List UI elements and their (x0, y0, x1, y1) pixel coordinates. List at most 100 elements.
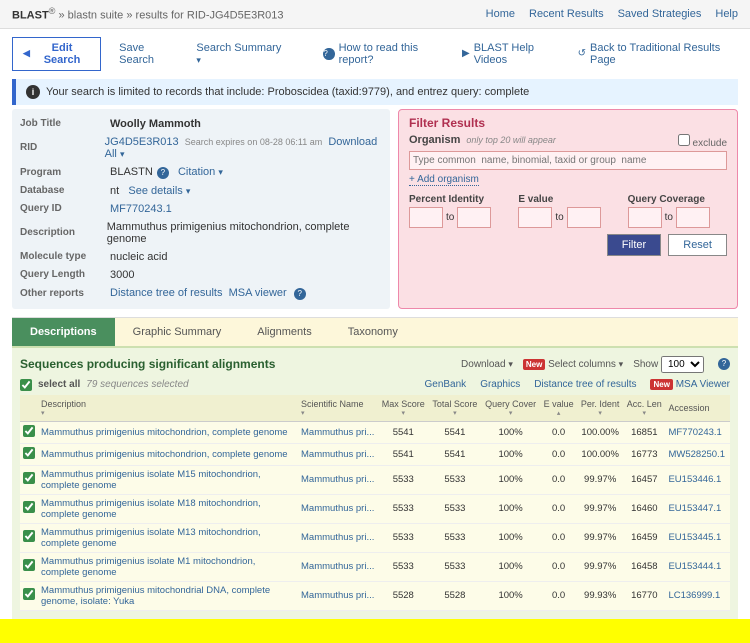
filter-title: Filter Results (409, 116, 727, 130)
row-checkbox[interactable] (23, 559, 35, 571)
table-row: Mammuthus primigenius mitochondrion, com… (20, 443, 730, 465)
row-accession-link[interactable]: EU153445.1 (668, 532, 721, 543)
show-select[interactable]: 100 (661, 356, 704, 373)
row-accession-link[interactable]: EU153447.1 (668, 503, 721, 514)
row-checkbox[interactable] (23, 425, 35, 437)
col-total-score[interactable]: Total Score (432, 399, 477, 409)
rid-value[interactable]: JG4D5E3R013 (105, 136, 179, 148)
edit-search-button[interactable]: ◀Edit Search (12, 37, 101, 71)
col-accession[interactable]: Accession (668, 403, 709, 413)
row-description-link[interactable]: Mammuthus primigenius mitochondrion, com… (41, 427, 288, 438)
msa-viewer-link[interactable]: MSA viewer (229, 287, 287, 299)
row-evalue: 0.0 (540, 494, 577, 523)
row-scientific-name-link[interactable]: Mammuthus pri... (301, 503, 374, 514)
row-accession-link[interactable]: LC136999.1 (668, 590, 720, 601)
tab-alignments[interactable]: Alignments (239, 318, 329, 346)
table-row: Mammuthus primigenius mitochondrion, com… (20, 421, 730, 443)
database-label: Database (20, 185, 110, 196)
col-per-ident[interactable]: Per. Ident (581, 399, 620, 409)
filter-button[interactable]: Filter (607, 234, 661, 256)
distance-tree-link[interactable]: Distance tree of results (534, 379, 636, 390)
pid-to-input[interactable] (457, 207, 491, 228)
breadcrumb: BLAST® » blastn suite » results for RID-… (12, 6, 486, 22)
db-details-link[interactable]: See details ▾ (128, 185, 190, 197)
row-query-cover: 100% (481, 523, 540, 552)
help-icon[interactable]: ? (294, 288, 306, 300)
row-acc-len: 16770 (623, 581, 665, 610)
help-videos-link[interactable]: ▶ BLAST Help Videos (462, 42, 564, 66)
row-scientific-name-link[interactable]: Mammuthus pri... (301, 427, 374, 438)
row-scientific-name-link[interactable]: Mammuthus pri... (301, 449, 374, 460)
row-description-link[interactable]: Mammuthus primigenius isolate M15 mitoch… (41, 469, 261, 491)
row-checkbox[interactable] (23, 530, 35, 542)
row-scientific-name-link[interactable]: Mammuthus pri... (301, 590, 374, 601)
exclude-checkbox[interactable]: exclude (678, 134, 727, 149)
select-columns-dropdown[interactable]: New Select columns ▾ (523, 359, 623, 370)
row-accession-link[interactable]: EU153444.1 (668, 561, 721, 572)
row-max-score: 5528 (378, 581, 429, 610)
row-checkbox[interactable] (23, 447, 35, 459)
help-icon[interactable]: ? (157, 167, 169, 179)
row-per-ident: 99.93% (577, 581, 623, 610)
genbank-link[interactable]: GenBank (424, 379, 466, 390)
row-accession-link[interactable]: MF770243.1 (668, 427, 721, 438)
citation-link[interactable]: Citation ▾ (178, 166, 223, 178)
row-description-link[interactable]: Mammuthus primigenius mitochondrial DNA,… (41, 585, 270, 607)
row-description-link[interactable]: Mammuthus primigenius isolate M13 mitoch… (41, 527, 261, 549)
save-search-link[interactable]: Save Search (119, 42, 178, 66)
row-scientific-name-link[interactable]: Mammuthus pri... (301, 474, 374, 485)
info-icon: i (26, 85, 40, 99)
col-description[interactable]: Description (41, 399, 86, 409)
reset-button[interactable]: Reset (668, 234, 727, 256)
add-organism-link[interactable]: + Add organism (409, 174, 479, 186)
back-traditional-link[interactable]: ↺Back to Traditional Results Page (578, 42, 738, 66)
msa-viewer-link[interactable]: MSA Viewer (676, 379, 730, 390)
row-total-score: 5533 (429, 494, 482, 523)
qcov-to-input[interactable] (676, 207, 710, 228)
tab-graphic-summary[interactable]: Graphic Summary (115, 318, 240, 346)
nav-help[interactable]: Help (715, 8, 738, 20)
nav-saved[interactable]: Saved Strategies (618, 8, 702, 20)
distance-tree-link[interactable]: Distance tree of results (110, 287, 223, 299)
top-nav: Home Recent Results Saved Strategies Hel… (486, 8, 738, 20)
search-summary-link[interactable]: Search Summary ▾ (196, 42, 283, 66)
row-per-ident: 99.97% (577, 552, 623, 581)
col-scientific-name[interactable]: Scientific Name (301, 399, 364, 409)
selected-count: 79 sequences selected (86, 379, 188, 390)
row-scientific-name-link[interactable]: Mammuthus pri... (301, 532, 374, 543)
download-dropdown[interactable]: Download ▾ (461, 359, 513, 370)
eval-from-input[interactable] (518, 207, 552, 228)
organism-input[interactable] (409, 151, 727, 170)
row-scientific-name-link[interactable]: Mammuthus pri... (301, 561, 374, 572)
row-checkbox[interactable] (23, 472, 35, 484)
row-accession-link[interactable]: EU153446.1 (668, 474, 721, 485)
row-checkbox[interactable] (23, 588, 35, 600)
nav-home[interactable]: Home (486, 8, 515, 20)
col-query-cover[interactable]: Query Cover (485, 399, 536, 409)
row-accession-link[interactable]: MW528250.1 (668, 449, 725, 460)
pid-from-input[interactable] (409, 207, 443, 228)
row-description-link[interactable]: Mammuthus primigenius isolate M18 mitoch… (41, 498, 261, 520)
col-acc-len[interactable]: Acc. Len (627, 399, 662, 409)
row-description-link[interactable]: Mammuthus primigenius mitochondrion, com… (41, 449, 288, 460)
row-query-cover: 100% (481, 581, 540, 610)
eval-to-input[interactable] (567, 207, 601, 228)
tab-taxonomy[interactable]: Taxonomy (330, 318, 416, 346)
col-evalue[interactable]: E value (544, 399, 574, 409)
query-id-value[interactable]: MF770243.1 (110, 203, 172, 215)
help-icon[interactable]: ? (718, 358, 730, 370)
graphics-link[interactable]: Graphics (480, 379, 520, 390)
row-acc-len: 16457 (623, 465, 665, 494)
row-evalue: 0.0 (540, 443, 577, 465)
col-max-score[interactable]: Max Score (382, 399, 425, 409)
tab-descriptions[interactable]: Descriptions (12, 318, 115, 346)
row-per-ident: 100.00% (577, 421, 623, 443)
table-row: Mammuthus primigenius isolate M1 mitocho… (20, 552, 730, 581)
row-description-link[interactable]: Mammuthus primigenius isolate M1 mitocho… (41, 556, 255, 578)
program-label: Program (20, 167, 110, 178)
result-tabs: Descriptions Graphic Summary Alignments … (12, 317, 738, 346)
qcov-from-input[interactable] (628, 207, 662, 228)
how-to-read-link[interactable]: ? How to read this report? (319, 42, 448, 66)
select-all-checkbox[interactable] (20, 379, 32, 391)
nav-recent[interactable]: Recent Results (529, 8, 604, 20)
